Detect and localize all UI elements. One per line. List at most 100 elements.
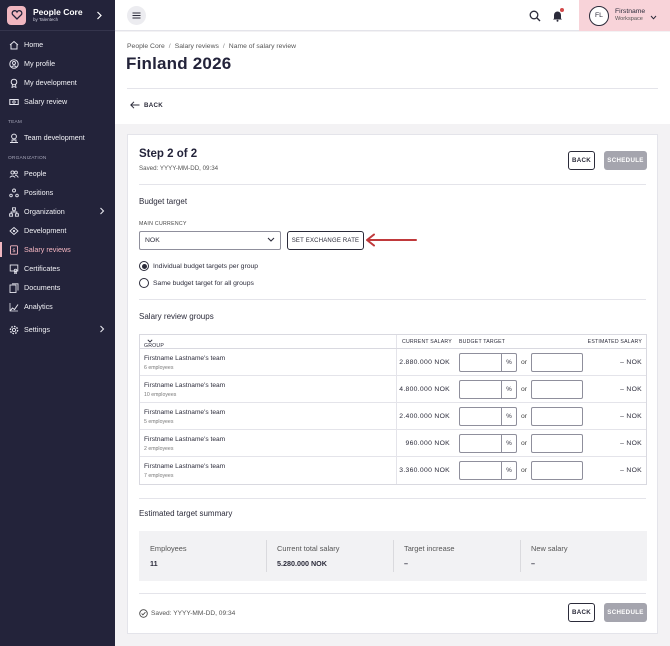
divider — [520, 540, 521, 572]
divider — [393, 540, 394, 572]
divider — [139, 498, 646, 499]
team-name[interactable]: Firstname Lastname's team — [144, 355, 226, 362]
percent-suffix: % — [501, 354, 516, 371]
column-divider — [396, 430, 397, 456]
table-header: GROUP CURRENT SALARY BUDGET TARGET ESTIM… — [140, 335, 646, 349]
radio-button[interactable] — [139, 278, 149, 288]
salary-reviews-icon: $ — [8, 244, 19, 255]
svg-text:$: $ — [12, 248, 16, 254]
back-button[interactable]: BACK — [568, 151, 595, 170]
development-icon — [8, 225, 19, 236]
home-icon — [8, 39, 19, 50]
team-name[interactable]: Firstname Lastname's team — [144, 436, 226, 443]
or-label: or — [521, 467, 528, 474]
radio-individual-targets[interactable]: Individual budget targets per group — [139, 261, 258, 271]
or-label: or — [521, 413, 528, 420]
heart-logo-icon — [7, 5, 26, 25]
breadcrumb-item[interactable]: Salary reviews — [174, 43, 219, 50]
menu-icon[interactable] — [127, 6, 146, 25]
sidebar-item-label: Positions — [24, 188, 54, 197]
sidebar-item-label: My profile — [24, 59, 56, 68]
budget-percent-input[interactable]: % — [459, 407, 517, 426]
budget-percent-input[interactable]: % — [459, 353, 517, 372]
estimated-salary: – NOK — [620, 359, 642, 366]
chevron-down-icon — [650, 7, 657, 25]
people-icon — [8, 168, 19, 179]
budget-amount-input[interactable] — [531, 461, 583, 480]
sidebar-item-development[interactable]: Development — [0, 221, 115, 240]
budget-percent-input[interactable]: % — [459, 461, 517, 480]
percent-suffix: % — [501, 435, 516, 452]
search-icon[interactable] — [529, 9, 541, 27]
budget-amount-input[interactable] — [531, 407, 583, 426]
saved-status-bottom: Saved: YYYY-MM-DD, 09:34 — [139, 609, 235, 618]
brand[interactable]: People Core by Talentech — [0, 0, 115, 31]
sidebar-item-label: Salary reviews — [24, 245, 71, 254]
sidebar-item-label: Settings — [24, 325, 50, 334]
sidebar-item-positions[interactable]: Positions — [0, 183, 115, 202]
currency-select[interactable]: NOK — [139, 231, 281, 250]
sidebar-item-certificates[interactable]: Certificates — [0, 259, 115, 278]
sidebar-item-settings[interactable]: Settings — [0, 320, 115, 339]
radio-button[interactable] — [139, 261, 149, 271]
sidebar-item-home[interactable]: Home — [0, 35, 115, 54]
salary-icon — [8, 96, 19, 107]
back-button[interactable]: BACK — [568, 603, 595, 622]
summary-employees: Employees 11 — [150, 531, 187, 581]
current-salary: 2.400.000 NOK — [399, 413, 450, 420]
sidebar-item-label: People — [24, 169, 47, 178]
schedule-button[interactable]: SCHEDULE — [604, 603, 647, 622]
sidebar-item-analytics[interactable]: Analytics — [0, 297, 115, 316]
column-divider — [396, 403, 397, 429]
breadcrumb-item[interactable]: People Core — [127, 43, 165, 50]
sidebar-item-documents[interactable]: Documents — [0, 278, 115, 297]
budget-percent-input[interactable]: % — [459, 434, 517, 453]
sidebar-item-my-development[interactable]: My development — [0, 73, 115, 92]
summary-value: – — [404, 559, 408, 568]
summary-total-salary: Current total salary 5.280.000 NOK — [277, 531, 339, 581]
summary-value: 5.280.000 NOK — [277, 559, 327, 568]
or-label: or — [521, 359, 528, 366]
sidebar-item-label: Certificates — [24, 264, 60, 273]
sidebar-item-label: Team development — [24, 133, 85, 142]
organization-icon — [8, 206, 19, 217]
team-name[interactable]: Firstname Lastname's team — [144, 463, 226, 470]
sidebar-item-team-development[interactable]: Team development — [0, 128, 115, 147]
groups-title: Salary review groups — [139, 312, 214, 321]
step-card: Step 2 of 2 Saved: YYYY-MM-DD, 09:34 BAC… — [127, 134, 658, 634]
breadcrumb: People Core / Salary reviews / Name of s… — [127, 43, 296, 50]
positions-icon — [8, 187, 19, 198]
summary-target-increase: Target increase – — [404, 531, 455, 581]
sidebar: People Core by Talentech Home My profile… — [0, 0, 115, 646]
breadcrumb-current: Name of salary review — [228, 43, 297, 50]
bell-icon[interactable] — [552, 8, 564, 27]
estimated-salary: – NOK — [620, 467, 642, 474]
profile-icon — [8, 58, 19, 69]
team-employees: 2 employees — [144, 446, 174, 452]
team-name[interactable]: Firstname Lastname's team — [144, 409, 226, 416]
budget-amount-input[interactable] — [531, 353, 583, 372]
brand-name: People Core — [33, 7, 83, 17]
group-column-header[interactable]: GROUP — [144, 339, 164, 349]
sidebar-item-salary-reviews[interactable]: $ Salary reviews — [0, 240, 115, 259]
sidebar-item-organization[interactable]: Organization — [0, 202, 115, 221]
radio-same-target[interactable]: Same budget target for all groups — [139, 278, 254, 288]
schedule-button[interactable]: SCHEDULE — [604, 151, 647, 170]
chevron-right-icon — [99, 325, 105, 335]
summary-label: Employees — [150, 544, 187, 553]
sidebar-item-people[interactable]: People — [0, 164, 115, 183]
sidebar-item-my-profile[interactable]: My profile — [0, 54, 115, 73]
user-menu[interactable]: FL Firstname Workspace — [579, 0, 670, 31]
chevron-right-icon[interactable] — [93, 9, 105, 21]
back-label: BACK — [144, 101, 164, 109]
back-link[interactable]: BACK — [130, 101, 163, 109]
set-exchange-rate-button[interactable]: SET EXCHANGE RATE — [287, 231, 364, 250]
budget-amount-input[interactable] — [531, 434, 583, 453]
estimated-salary-header: ESTIMATED SALARY — [587, 339, 642, 345]
sidebar-item-salary-review[interactable]: Salary review — [0, 92, 115, 111]
sidebar-item-label: Development — [24, 226, 67, 235]
budget-percent-input[interactable]: % — [459, 380, 517, 399]
avatar: FL — [589, 5, 609, 26]
budget-amount-input[interactable] — [531, 380, 583, 399]
team-name[interactable]: Firstname Lastname's team — [144, 382, 226, 389]
